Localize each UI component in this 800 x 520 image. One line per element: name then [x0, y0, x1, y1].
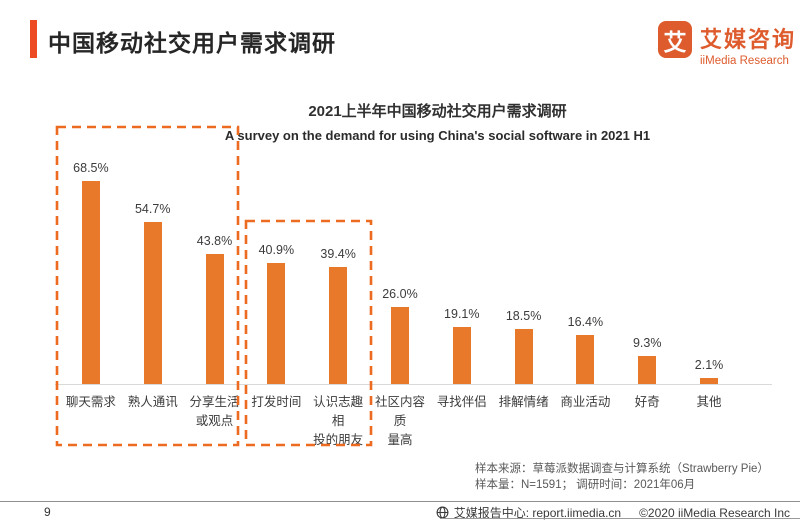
- bar-columns: 68.5% 聊天需求 54.7% 熟人通讯 43.8% 分享生活 或观点 40.9% 打发时间…: [60, 155, 740, 450]
- bar-stack: 19.1%: [444, 155, 480, 384]
- bar-value-label: 26.0%: [382, 287, 418, 301]
- bar-column: 2.1% 其他: [678, 155, 740, 450]
- brand-logo-icon: 艾: [658, 21, 692, 58]
- bar-stack: 26.0%: [382, 155, 418, 384]
- footer-divider: [0, 501, 800, 502]
- bar: [205, 254, 224, 384]
- bar-column: 19.1% 寻找伴侣: [431, 155, 493, 450]
- bar-category-label: 分享生活 或观点: [189, 395, 240, 428]
- bar-value-label: 68.5%: [73, 161, 109, 175]
- source-line-2: 样本量：N=1591； 调研时间：2021年06月: [475, 479, 696, 491]
- footer-info: 艾媒报告中心: report.iimedia.cn ©2020 iiMedia …: [436, 504, 790, 520]
- bar-value-label: 18.5%: [505, 309, 542, 323]
- bar-category-label: 排解情绪: [498, 395, 549, 409]
- bar-stack: 18.5%: [506, 155, 541, 384]
- bar-value-label: 39.4%: [320, 247, 356, 261]
- brand-name-en: iiMedia Research: [700, 55, 789, 67]
- bar-value-label: 16.4%: [567, 315, 604, 329]
- bar-stack: 9.3%: [632, 155, 662, 384]
- bar-category-label: 认识志趣相 投的朋友: [313, 395, 364, 447]
- chart-title: 2021上半年中国移动社交用户需求调研: [308, 103, 567, 120]
- bar: [390, 307, 409, 384]
- bar-category-label: 聊天需求: [65, 395, 116, 409]
- bar-stack: 43.8%: [197, 155, 232, 384]
- bar-category-label: 寻找伴侣: [436, 395, 487, 409]
- source-line-1: 样本来源：草莓派数据调查与计算系统（Strawberry Pie）: [475, 463, 769, 475]
- chart-heading: 2021上半年中国移动社交用户需求调研 A survey on the dema…: [90, 100, 785, 143]
- bar-column: 54.7% 熟人通讯: [122, 155, 184, 450]
- page-number: 9: [44, 505, 51, 519]
- bar-column: 26.0% 社区内容质 量高: [369, 155, 431, 450]
- bar: [576, 335, 595, 384]
- bar-category-label: 社区内容质 量高: [374, 395, 425, 447]
- bar-stack: 40.9%: [259, 155, 294, 384]
- header-accent-bar: [30, 20, 37, 58]
- bar-column: 39.4% 认识志趣相 投的朋友: [307, 155, 369, 450]
- bar: [143, 222, 162, 384]
- sample-source: 样本来源：草莓派数据调查与计算系统（Strawberry Pie） 样本量：N=…: [475, 461, 769, 493]
- bar-stack: 16.4%: [568, 155, 603, 384]
- axis-baseline: [55, 384, 772, 385]
- bar-column: 40.9% 打发时间: [245, 155, 307, 450]
- bar: [514, 329, 533, 384]
- bar-category-label: 熟人通讯: [127, 395, 178, 409]
- bar-value-label: 40.9%: [258, 243, 295, 257]
- bar: [638, 356, 657, 384]
- bar-category-label: 其他: [696, 395, 722, 409]
- bar-value-label: 9.3%: [632, 336, 662, 350]
- bar-stack: 68.5%: [73, 155, 109, 384]
- bar: [329, 267, 348, 384]
- chart-subtitle: A survey on the demand for using China's…: [224, 128, 651, 143]
- bar-category-label: 商业活动: [560, 395, 611, 409]
- bar: [452, 327, 471, 384]
- bar-value-label: 19.1%: [444, 307, 480, 321]
- bar: [81, 181, 100, 384]
- bar: [267, 263, 286, 384]
- footer-copyright: ©2020 iiMedia Research Inc: [639, 505, 790, 520]
- brand-block: 艾媒咨询 iiMedia Research: [700, 22, 796, 67]
- bar-column: 9.3% 好奇: [616, 155, 678, 450]
- bar-category-label: 打发时间: [251, 395, 302, 409]
- footer-report-center: 艾媒报告中心: report.iimedia.cn: [453, 506, 622, 520]
- bar-column: 18.5% 排解情绪: [493, 155, 555, 450]
- brand-name-cn: 艾媒咨询: [700, 27, 797, 52]
- bar-value-label: 54.7%: [134, 202, 171, 216]
- bar-stack: 54.7%: [135, 155, 170, 384]
- brand-logo-char: 艾: [663, 28, 687, 55]
- bar-column: 43.8% 分享生活 或观点: [184, 155, 246, 450]
- globe-icon: [436, 506, 449, 519]
- bar-value-label: 2.1%: [694, 358, 724, 372]
- bar: [700, 378, 719, 384]
- bar-category-label: 好奇: [634, 395, 660, 409]
- bar-stack: 2.1%: [694, 155, 724, 384]
- page-title: 中国移动社交用户需求调研: [48, 30, 336, 56]
- footer-underline: [440, 518, 800, 519]
- bar-column: 16.4% 商业活动: [555, 155, 617, 450]
- bar-column: 68.5% 聊天需求: [60, 155, 122, 450]
- bar-value-label: 43.8%: [196, 234, 233, 248]
- bar-stack: 39.4%: [320, 155, 356, 384]
